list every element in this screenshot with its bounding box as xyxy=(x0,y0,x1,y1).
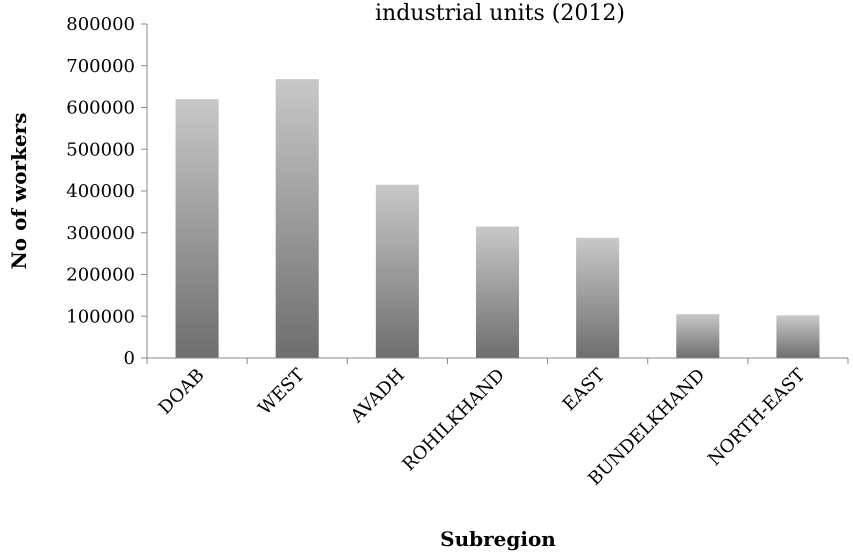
x-tick-label: AVADH xyxy=(346,365,409,428)
y-axis-title: No of workers xyxy=(7,113,31,270)
x-tick-label: NORTH-EAST xyxy=(704,365,809,470)
y-tick-label: 700000 xyxy=(66,56,135,77)
bar-avadh xyxy=(375,184,419,358)
bar-north-east xyxy=(776,315,820,358)
x-axis-title: Subregion xyxy=(440,527,556,551)
y-tick-label: 0 xyxy=(124,348,135,369)
y-tick-label: 400000 xyxy=(66,181,135,202)
x-tick-label: EAST xyxy=(559,365,610,416)
x-tick-label: DOAB xyxy=(155,365,209,419)
x-tick-label: WEST xyxy=(254,365,308,419)
y-tick-label: 300000 xyxy=(66,223,135,244)
bar-rohilkhand xyxy=(475,226,520,358)
y-tick-label: 100000 xyxy=(66,306,135,327)
bar-west xyxy=(275,79,319,359)
x-tick-label: ROHILKHAND xyxy=(398,365,509,476)
y-axis-ticks: 0 100000 200000 300000 400000 500000 600000 700… xyxy=(66,14,147,369)
chart-title: industrial units (2012) xyxy=(375,1,625,26)
bars xyxy=(175,79,820,359)
bar-east xyxy=(576,237,620,358)
y-tick-label: 200000 xyxy=(66,265,135,286)
bar-bundelkhand xyxy=(676,314,720,358)
y-tick-label: 500000 xyxy=(66,139,135,160)
y-tick-label: 600000 xyxy=(66,98,135,119)
bar-doab xyxy=(175,99,219,359)
y-tick-label: 800000 xyxy=(66,14,135,35)
